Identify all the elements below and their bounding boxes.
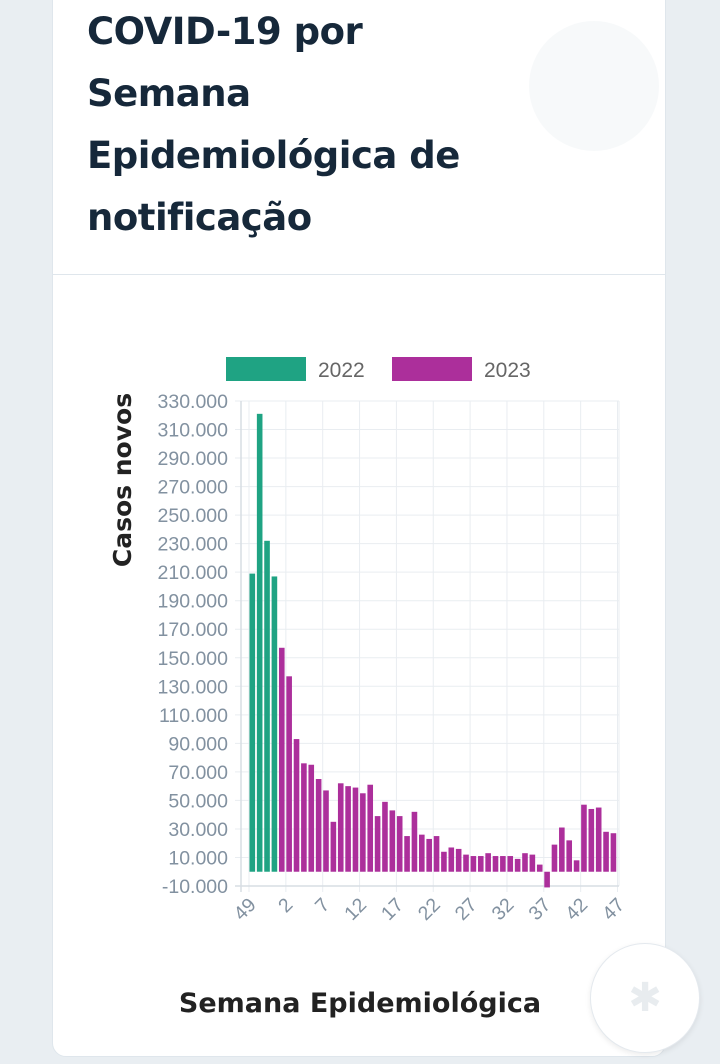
y-tick-label: 10.000	[168, 847, 228, 869]
bar-2023	[337, 783, 344, 872]
bar-2023	[477, 856, 484, 872]
bar-2023	[492, 856, 499, 872]
bar-2023	[323, 790, 329, 872]
legend-swatch-2022	[226, 357, 306, 381]
bar-2023	[448, 847, 455, 872]
bar-2023	[610, 833, 617, 872]
bar-2023	[345, 786, 351, 872]
bar-2022	[249, 573, 256, 872]
y-tick-label: 330.000	[158, 391, 229, 413]
y-tick-label: 70.000	[168, 762, 228, 784]
x-tick-label: 49	[230, 894, 261, 925]
chat-icon: ✱	[628, 975, 662, 1021]
bar-2023	[389, 810, 396, 872]
card-header: COVID-19 por Semana Epidemiológica de no…	[53, 0, 665, 275]
logo-watermark-icon	[529, 21, 659, 151]
x-tick-label: 17	[377, 894, 408, 925]
y-tick-label: 290.000	[158, 448, 229, 470]
bar-2023	[433, 836, 440, 872]
chart-legend: 2022 2023	[226, 357, 531, 382]
bar-2023	[330, 821, 337, 872]
legend-label-2022[interactable]: 2022	[318, 359, 365, 382]
bar-2023	[360, 793, 366, 872]
y-tick-label: 170.000	[158, 619, 229, 641]
y-tick-label: 150.000	[158, 648, 229, 670]
bar-2023	[470, 856, 477, 872]
bar-2022	[264, 540, 270, 872]
chart-title: COVID-19 por Semana Epidemiológica de no…	[87, 10, 460, 239]
y-tick-label: 230.000	[158, 534, 229, 556]
bar-2022	[271, 576, 278, 872]
bar-2023	[603, 831, 609, 872]
y-tick-label: -10.000	[162, 876, 228, 898]
y-axis-ticks: 330.000 310.000 290.000 270.000 250.000 230.0…	[158, 391, 229, 898]
bar-2023	[536, 864, 543, 872]
y-tick-label: 30.000	[168, 819, 228, 841]
bar-2023	[374, 816, 381, 872]
bar-2023	[581, 804, 587, 872]
bar-2023	[441, 851, 447, 872]
x-tick-label: 47	[598, 894, 629, 925]
bar-2023	[529, 854, 536, 872]
bar-2023	[551, 844, 558, 872]
x-tick-label: 2	[274, 894, 297, 917]
bar-2023	[544, 871, 550, 888]
y-tick-label: 50.000	[168, 790, 228, 812]
bar-2023	[286, 676, 292, 872]
x-tick-label: 37	[524, 894, 555, 925]
x-axis-title: Semana Epidemiológica	[179, 988, 541, 1019]
x-tick-label: 7	[311, 894, 334, 917]
bar-2023	[588, 808, 595, 872]
bar-2022	[256, 413, 263, 872]
y-tick-label: 130.000	[158, 676, 229, 698]
x-tick-label: 22	[414, 894, 445, 925]
bar-2023	[595, 807, 602, 872]
y-tick-label: 110.000	[159, 705, 228, 727]
bar-2023	[455, 848, 462, 872]
y-tick-label: 90.000	[168, 733, 228, 755]
y-tick-label: 190.000	[158, 591, 229, 613]
bar-2023	[426, 838, 432, 872]
x-tick-label: 27	[451, 894, 482, 925]
y-tick-label: 270.000	[158, 477, 229, 499]
bar-2023	[522, 853, 528, 872]
bar-2023	[367, 784, 374, 872]
bar-2023	[514, 858, 521, 872]
bar-2023	[411, 811, 418, 872]
bar-2023	[559, 827, 565, 872]
x-tick-label: 12	[340, 894, 371, 925]
bar-2023	[315, 779, 322, 872]
bar-2023	[382, 801, 388, 872]
bar-2023	[573, 860, 580, 872]
x-tick-label: 42	[561, 894, 592, 925]
chart-bars	[249, 413, 617, 888]
bar-2023	[293, 739, 300, 872]
chart-grid	[235, 400, 620, 892]
y-tick-label: 250.000	[158, 505, 229, 527]
bar-2023	[352, 787, 359, 872]
y-tick-label: 310.000	[158, 420, 229, 442]
bar-2023	[404, 836, 410, 872]
bar-2023	[463, 854, 469, 872]
bar-2023	[507, 856, 514, 872]
bar-2023	[419, 834, 425, 872]
bar-2023	[396, 816, 403, 872]
chart-card: COVID-19 por Semana Epidemiológica de no…	[52, 0, 666, 1057]
x-axis-ticks: 49 2 7 12 17 22 27 32 37 42 47	[230, 894, 629, 925]
floating-action-button[interactable]: ✱	[590, 943, 700, 1053]
bar-2023	[485, 853, 491, 872]
y-tick-label: 210.000	[158, 562, 229, 584]
legend-swatch-2023	[392, 357, 472, 381]
bar-2023	[500, 856, 506, 872]
x-tick-label: 32	[488, 894, 519, 925]
bar-2023	[278, 647, 285, 872]
legend-label-2023[interactable]: 2023	[484, 359, 531, 382]
bar-2023	[308, 764, 315, 872]
bar-2023	[566, 840, 573, 872]
y-axis-title: Casos novos	[108, 393, 137, 567]
bar-2023	[301, 763, 307, 872]
